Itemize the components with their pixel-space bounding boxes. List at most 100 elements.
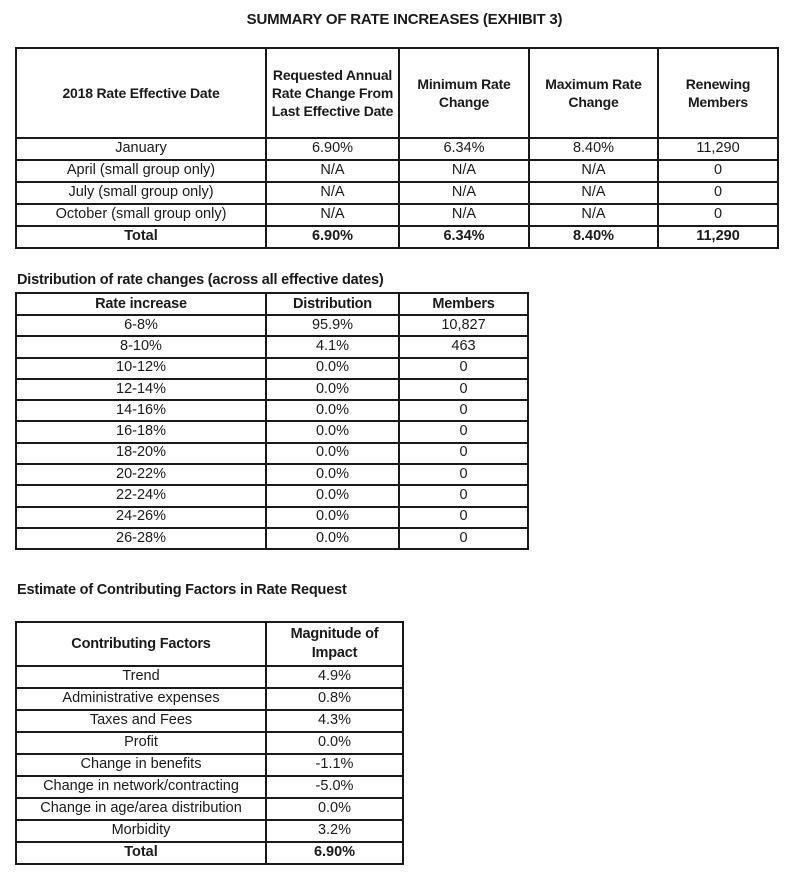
table-cell: 4.9% (265, 665, 404, 689)
table-cell: N/A (528, 203, 659, 227)
table-cell: 8-10% (15, 335, 267, 359)
table-cell: 0 (398, 399, 529, 423)
table-cell: 6.34% (398, 137, 530, 161)
table-row: 10-12% 0.0% 0 (15, 356, 529, 380)
column-header: Members (398, 292, 529, 316)
table-cell: Change in network/contracting (15, 775, 267, 799)
table-cell: 6.90% (265, 225, 400, 249)
table-cell: 0 (398, 420, 529, 444)
table-cell: 0 (398, 377, 529, 402)
header-row: Contributing Factors Magnitude of Impact (15, 621, 404, 667)
table-cell: -5.0% (265, 775, 404, 799)
table-cell: 18-20% (15, 441, 267, 466)
table-cell: Taxes and Fees (15, 709, 267, 733)
table-cell: 4.1% (265, 335, 400, 359)
table-cell: 6.90% (265, 841, 404, 865)
table-row: Trend 4.9% (15, 665, 404, 689)
table-cell: N/A (398, 181, 530, 205)
table-row: April (small group only) N/A N/A N/A 0 (15, 159, 779, 183)
table-cell: Morbidity (15, 819, 267, 843)
table-cell: 0.0% (265, 505, 400, 529)
table-cell: N/A (265, 181, 400, 205)
table-row: 12-14% 0.0% 0 (15, 377, 529, 402)
table-cell: 0.0% (265, 356, 400, 380)
column-header: Minimum Rate Change (398, 47, 530, 139)
table-row: October (small group only) N/A N/A N/A 0 (15, 203, 779, 227)
table-cell: 0 (398, 356, 529, 380)
table-cell: Total (15, 841, 267, 865)
table-cell: 0 (657, 203, 779, 227)
table-cell: 0.0% (265, 526, 400, 551)
table-cell: 0.0% (265, 797, 404, 821)
table-cell: 0.0% (265, 731, 404, 755)
table-cell: N/A (528, 159, 659, 183)
table-cell: April (small group only) (15, 159, 267, 183)
table-cell: N/A (265, 159, 400, 183)
table-cell: 16-18% (15, 420, 267, 444)
table-row: 14-16% 0.0% 0 (15, 399, 529, 423)
rate-summary-table: 2018 Rate Effective Date Requested Annual… (15, 47, 779, 249)
table-cell: 0.0% (265, 484, 400, 508)
table-cell: N/A (265, 203, 400, 227)
table-cell: 0 (398, 463, 529, 487)
table-row: 18-20% 0.0% 0 (15, 441, 529, 466)
table-cell: 4.3% (265, 709, 404, 733)
table-cell: 0 (398, 484, 529, 508)
table-row: 8-10% 4.1% 463 (15, 335, 529, 359)
table-cell: 95.9% (265, 313, 400, 338)
table-cell: 463 (398, 335, 529, 359)
column-header: Distribution (265, 292, 400, 316)
table-cell: 0.0% (265, 399, 400, 423)
table-row: Change in benefits -1.1% (15, 753, 404, 777)
contributing-factors-section-heading: Estimate of Contributing Factors in Rate… (17, 582, 347, 598)
table-row: 22-24% 0.0% 0 (15, 484, 529, 508)
table-cell: 11,290 (657, 225, 779, 249)
table-row: Change in network/contracting -5.0% (15, 775, 404, 799)
table-row: Total 6.90% 6.34% 8.40% 11,290 (15, 225, 779, 249)
table-cell: Change in age/area distribution (15, 797, 267, 821)
table-row: Change in age/area distribution 0.0% (15, 797, 404, 821)
column-header: Rate increase (15, 292, 267, 316)
table-cell: 0 (398, 441, 529, 466)
table-row: Taxes and Fees 4.3% (15, 709, 404, 733)
table-cell: October (small group only) (15, 203, 267, 227)
table-cell: 3.2% (265, 819, 404, 843)
table-cell: Change in benefits (15, 753, 267, 777)
table-row: Total 6.90% (15, 841, 404, 865)
table-cell: Administrative expenses (15, 687, 267, 711)
table-cell: N/A (398, 159, 530, 183)
table-row: 16-18% 0.0% 0 (15, 420, 529, 444)
table-cell: July (small group only) (15, 181, 267, 205)
column-header: Contributing Factors (15, 621, 267, 667)
table-row: January 6.90% 6.34% 8.40% 11,290 (15, 137, 779, 161)
column-header: 2018 Rate Effective Date (15, 47, 267, 139)
table-cell: 6.90% (265, 137, 400, 161)
distribution-section-heading: Distribution of rate changes (across all… (17, 272, 384, 288)
header-row: 2018 Rate Effective Date Requested Annual… (15, 47, 779, 139)
table-cell: 14-16% (15, 399, 267, 423)
table-row: Profit 0.0% (15, 731, 404, 755)
table-cell: 8.40% (528, 225, 659, 249)
table-cell: Profit (15, 731, 267, 755)
table-cell: 26-28% (15, 526, 267, 551)
table-cell: N/A (528, 181, 659, 205)
table-cell: 10-12% (15, 356, 267, 380)
table-cell: Total (15, 225, 267, 249)
page-title: SUMMARY OF RATE INCREASES (EXHIBIT 3) (246, 11, 563, 28)
contributing-factors-table: Contributing Factors Magnitude of Impact … (15, 621, 404, 865)
table-cell: 0 (398, 505, 529, 529)
table-cell: 0 (398, 526, 529, 551)
table-cell: 6-8% (15, 313, 267, 338)
table-cell: N/A (398, 203, 530, 227)
table-row: 6-8% 95.9% 10,827 (15, 313, 529, 338)
table-row: Administrative expenses 0.8% (15, 687, 404, 711)
table-row: 24-26% 0.0% 0 (15, 505, 529, 529)
table-cell: -1.1% (265, 753, 404, 777)
table-cell: 24-26% (15, 505, 267, 529)
table-cell: 22-24% (15, 484, 267, 508)
column-header: Maximum Rate Change (528, 47, 659, 139)
table-row: July (small group only) N/A N/A N/A 0 (15, 181, 779, 205)
table-cell: 0.0% (265, 441, 400, 466)
table-cell: Trend (15, 665, 267, 689)
table-row: 20-22% 0.0% 0 (15, 463, 529, 487)
